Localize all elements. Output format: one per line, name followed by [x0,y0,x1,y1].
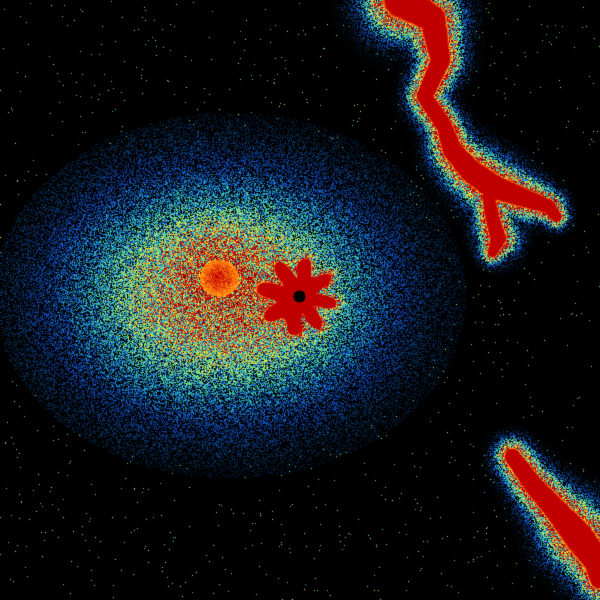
sky-image-canvas [0,0,600,600]
astronomical-image-viewport: False-color X-ray / radio composite fiel… [0,0,600,600]
